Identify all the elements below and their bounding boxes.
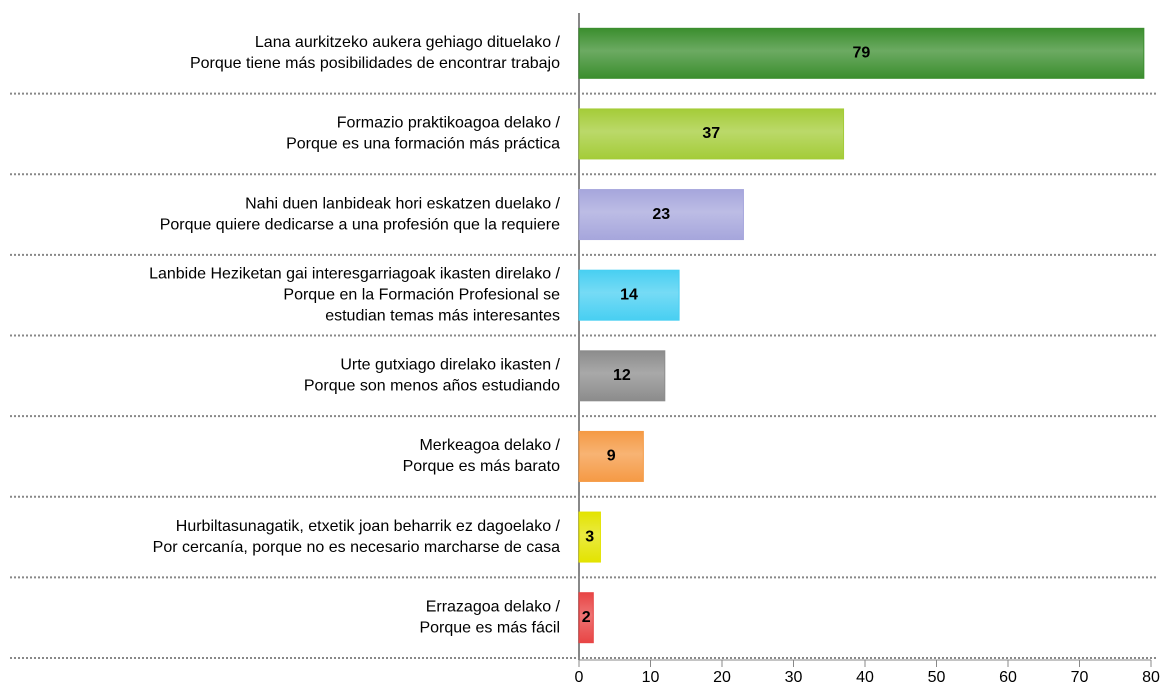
category-label: Porque son menos años estudiando (304, 378, 560, 395)
category-label: Porque quiere dedicarse a una profesión … (160, 216, 560, 233)
bar (578, 592, 594, 644)
category-label: Porque es más barato (403, 458, 561, 475)
category-label: Porque en la Formación Profesional se (283, 286, 560, 303)
bar (578, 511, 601, 563)
value-label: 37 (702, 125, 720, 142)
bar (578, 27, 1145, 79)
category-label: Porque tiene más posibilidades de encont… (190, 55, 560, 72)
bar (578, 350, 666, 402)
x-tick-label: 30 (785, 669, 803, 686)
value-label: 9 (607, 448, 616, 465)
category-label: Merkeagoa delako / (419, 437, 560, 454)
bar (578, 430, 644, 482)
category-label: Lanbide Heziketan gai interesgarriagoak … (149, 265, 560, 282)
category-label: Lana aurkitzeko aukera gehiago dituelako… (255, 34, 561, 51)
bar (578, 108, 845, 160)
category-label: Hurbiltasunagatik, etxetik joan beharrik… (176, 518, 561, 535)
x-tick-label: 80 (1142, 669, 1160, 686)
category-label: Por cercanía, porque no es necesario mar… (153, 539, 560, 556)
value-label: 79 (853, 45, 871, 62)
x-tick-label: 10 (642, 669, 660, 686)
category-label: Nahi duen lanbideak hori eskatzen duelak… (245, 195, 560, 212)
category-label: Porque es una formación más práctica (286, 136, 560, 153)
bar (578, 269, 680, 321)
value-label: 2 (582, 609, 591, 626)
x-tick-label: 0 (575, 669, 584, 686)
x-tick-label: 50 (928, 669, 946, 686)
x-tick-label: 60 (999, 669, 1017, 686)
x-tick-label: 40 (856, 669, 874, 686)
category-label: Formazio praktikoagoa delako / (337, 115, 561, 132)
value-label: 3 (585, 528, 594, 545)
category-label: Errazagoa delako / (426, 598, 561, 615)
bar (578, 189, 744, 241)
value-label: 12 (613, 367, 631, 384)
category-label: estudian temas más interesantes (325, 307, 560, 324)
category-label: Urte gutxiago direlako ikasten / (340, 357, 560, 374)
x-tick-label: 70 (1071, 669, 1089, 686)
category-label: Porque es más fácil (419, 619, 560, 636)
value-label: 23 (652, 206, 670, 223)
value-label: 14 (620, 286, 638, 303)
x-tick-label: 20 (713, 669, 731, 686)
